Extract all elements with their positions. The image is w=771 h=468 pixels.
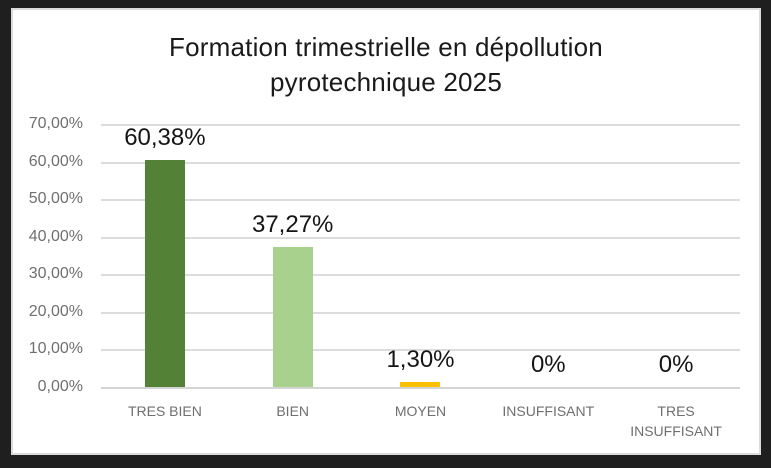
gridline xyxy=(101,311,740,314)
x-axis-category-label: INSUFFISANT xyxy=(484,401,612,421)
bar-cell: 0% INSUFFISANT xyxy=(484,124,612,419)
y-axis-tick-label: 40,00% xyxy=(28,227,83,245)
bar-moyen xyxy=(400,382,441,387)
chart-title: Formation trimestrielle en dépollution p… xyxy=(13,30,759,100)
y-axis-tick-label: 50,00% xyxy=(28,190,83,208)
value-label: 0% xyxy=(658,351,694,378)
x-axis-category-label-text: INSUFFISANT xyxy=(502,403,595,419)
bar-tres-bien xyxy=(144,160,185,387)
x-axis-line xyxy=(101,387,740,389)
gridline xyxy=(101,349,740,352)
x-axis-category-label-text: BIEN xyxy=(276,403,310,419)
chart-title-line-1: Formation trimestrielle en dépollution xyxy=(169,32,603,62)
y-axis-tick-label: 30,00% xyxy=(28,265,83,283)
x-axis-category-label-text: TRES BIEN xyxy=(127,403,202,419)
bar-bien xyxy=(272,246,313,387)
gridline xyxy=(101,124,740,126)
chart-panel: Formation trimestrielle en dépollution p… xyxy=(11,8,761,455)
chart-title-line-2: pyrotechnique 2025 xyxy=(269,67,502,97)
bar-cell: 60,38% TRES BIEN xyxy=(101,124,229,419)
bar-cell: 0% TRES INSUFFISANT xyxy=(612,124,740,439)
gridline xyxy=(101,274,740,277)
y-axis-tick-label: 60,00% xyxy=(28,152,83,170)
y-axis-tick-label: 10,00% xyxy=(28,340,83,358)
x-axis-category-label: MOYEN xyxy=(357,401,485,421)
plot-area: 0,00% 10,00% 20,00% 30,00% 40,00% 50,00% 60,00… xyxy=(29,115,740,439)
gridline xyxy=(101,236,740,239)
bar-cell: 1,30% MOYEN xyxy=(357,124,485,419)
x-axis-category-label: TRES INSUFFISANT xyxy=(612,401,740,441)
gridline xyxy=(101,199,740,202)
value-label: 37,27% xyxy=(251,210,334,238)
gridline xyxy=(101,161,740,164)
x-axis-category-label-text: TRES INSUFFISANT xyxy=(630,403,722,439)
y-axis-tick-label: 20,00% xyxy=(28,302,83,320)
y-axis-tick-label: 0,00% xyxy=(37,378,83,395)
x-axis-category-label-text: MOYEN xyxy=(394,403,447,419)
value-label: 60,38% xyxy=(124,124,206,152)
x-axis-category-label: TRES BIEN xyxy=(101,401,229,421)
value-label: 0% xyxy=(530,351,566,378)
bar-cell: 37,27% BIEN xyxy=(229,124,357,419)
value-label: 1,30% xyxy=(386,346,455,374)
y-axis-tick-label: 70,00% xyxy=(28,115,83,132)
x-axis-category-label: BIEN xyxy=(229,401,357,421)
